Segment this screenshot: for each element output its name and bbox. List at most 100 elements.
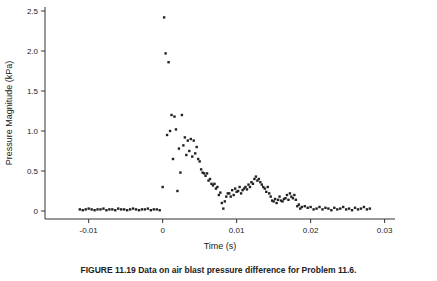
y-tick-label: 2.5 [27, 7, 39, 16]
y-tick-label: 1.0 [27, 127, 39, 136]
data-point [277, 199, 279, 201]
data-point [173, 115, 175, 117]
data-point [222, 207, 224, 209]
data-point [194, 152, 196, 154]
data-point [184, 136, 186, 138]
data-point [163, 16, 165, 18]
data-point [164, 52, 166, 54]
data-point [87, 207, 89, 209]
x-tick [384, 219, 385, 223]
data-point [301, 206, 303, 208]
data-point [246, 188, 248, 190]
data-point [298, 203, 300, 205]
data-point [354, 207, 356, 209]
data-point [185, 154, 187, 156]
caption: FIGURE 11.19 Data on air blast pressure … [81, 265, 357, 275]
x-tick-label: 0 [160, 226, 165, 235]
data-point [249, 186, 251, 188]
data-point [170, 114, 172, 116]
data-point [195, 146, 197, 148]
data-point [339, 207, 341, 209]
data-point [357, 208, 359, 210]
data-point [255, 175, 257, 177]
data-point [348, 207, 350, 209]
data-point [231, 189, 233, 191]
x-tick-label: 0.01 [229, 226, 245, 235]
x-tick-label: -0.01 [80, 226, 99, 235]
data-point [96, 208, 98, 210]
data-point [182, 144, 184, 146]
data-point [336, 208, 338, 210]
data-point [179, 171, 181, 173]
data-point [204, 175, 206, 177]
data-point [147, 207, 149, 209]
data-point [230, 195, 232, 197]
x-axis [45, 219, 395, 220]
data-point [221, 202, 223, 204]
data-point [198, 160, 200, 162]
data-point [167, 61, 169, 63]
data-point [132, 207, 134, 209]
data-point [197, 158, 199, 160]
y-tick-label: 0.5 [27, 167, 39, 176]
data-point [287, 199, 289, 201]
data-point [79, 208, 81, 210]
data-point [309, 206, 311, 208]
data-point [366, 208, 368, 210]
x-tick-label: 0.02 [303, 226, 319, 235]
data-point [274, 198, 276, 200]
data-point [191, 155, 193, 157]
data-point [219, 191, 221, 193]
data-point [275, 202, 277, 204]
data-point [284, 197, 286, 199]
data-point [135, 208, 137, 210]
data-point [206, 172, 208, 174]
data-point [292, 197, 294, 199]
data-point [213, 183, 215, 185]
x-tick [162, 219, 163, 223]
data-point [286, 194, 288, 196]
y-tick [41, 11, 45, 12]
data-point [265, 191, 267, 193]
data-point [281, 200, 283, 202]
y-tick-label: 1.5 [27, 87, 39, 96]
data-point [268, 192, 270, 194]
data-point [342, 206, 344, 208]
data-point [261, 183, 263, 185]
data-point [172, 158, 174, 160]
data-point [232, 194, 234, 196]
data-point [216, 186, 218, 188]
data-point [272, 200, 274, 202]
data-point [120, 208, 122, 210]
data-point [193, 139, 195, 141]
data-point [187, 139, 189, 141]
data-point [175, 128, 177, 130]
y-tick-label: 0 [34, 207, 39, 216]
data-point [156, 208, 158, 210]
y-axis-label: Pressure Magnitude (kPa) [4, 61, 14, 166]
data-point [345, 208, 347, 210]
data-point [102, 207, 104, 209]
data-point [369, 207, 371, 209]
x-tick-label: 0.03 [377, 226, 393, 235]
data-point [306, 207, 308, 209]
data-point [93, 209, 95, 211]
data-point [123, 208, 125, 210]
y-tick [41, 51, 45, 52]
x-tick [236, 219, 237, 223]
data-point [321, 208, 323, 210]
data-point [333, 207, 335, 209]
data-point [237, 190, 239, 192]
data-point [138, 209, 140, 211]
data-point [228, 192, 230, 194]
data-point [295, 199, 297, 201]
data-point [188, 150, 190, 152]
data-point [158, 209, 160, 211]
y-tick-label: 2.0 [27, 47, 39, 56]
data-point [224, 200, 226, 202]
data-point [84, 208, 86, 210]
data-point [264, 187, 266, 189]
data-point [114, 209, 116, 211]
data-point [218, 194, 220, 196]
data-point [247, 183, 249, 185]
